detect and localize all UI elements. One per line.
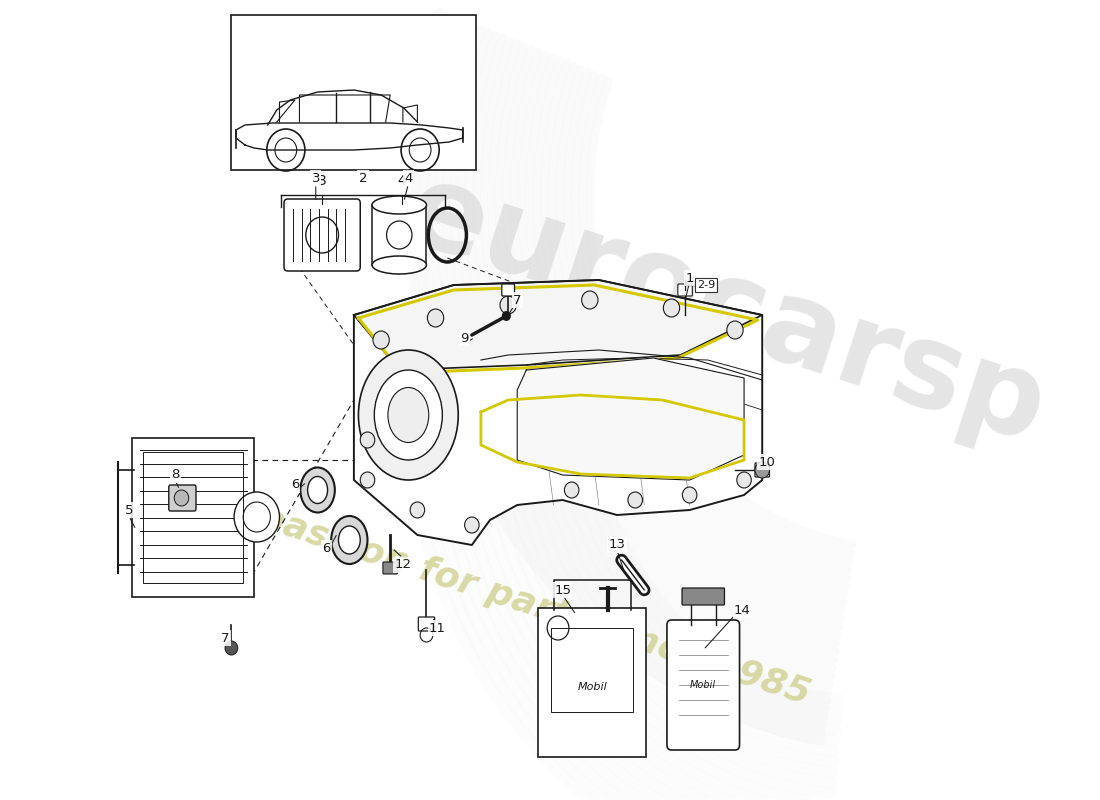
Circle shape: [226, 641, 238, 655]
Text: Mobil: Mobil: [578, 682, 607, 693]
Text: 2: 2: [359, 171, 367, 185]
Circle shape: [682, 487, 697, 503]
Ellipse shape: [372, 256, 427, 274]
Text: 4: 4: [404, 171, 412, 185]
FancyBboxPatch shape: [755, 463, 770, 477]
Text: 13: 13: [608, 538, 626, 551]
Ellipse shape: [374, 370, 442, 460]
Circle shape: [502, 311, 510, 321]
Text: 11: 11: [429, 622, 446, 634]
Polygon shape: [354, 280, 762, 545]
Circle shape: [582, 291, 598, 309]
Circle shape: [755, 462, 770, 478]
Circle shape: [373, 331, 389, 349]
Text: 2-9: 2-9: [697, 280, 715, 290]
Text: 14: 14: [734, 603, 750, 617]
Circle shape: [174, 490, 189, 506]
Circle shape: [663, 299, 680, 317]
Text: 6: 6: [322, 542, 331, 554]
Circle shape: [360, 472, 375, 488]
Ellipse shape: [331, 516, 367, 564]
Ellipse shape: [388, 387, 429, 442]
Bar: [551, 628, 634, 712]
Ellipse shape: [372, 196, 427, 214]
Text: 3: 3: [311, 171, 320, 185]
Circle shape: [464, 517, 480, 533]
FancyBboxPatch shape: [538, 608, 646, 757]
FancyBboxPatch shape: [418, 617, 434, 631]
FancyBboxPatch shape: [132, 438, 254, 597]
Text: eurocarsp: eurocarsp: [392, 153, 1060, 467]
Polygon shape: [354, 280, 762, 370]
Text: 2: 2: [359, 171, 367, 185]
Text: 12: 12: [395, 558, 411, 571]
Text: 7: 7: [513, 294, 521, 306]
Text: 4: 4: [397, 174, 406, 188]
Text: 1: 1: [685, 271, 694, 285]
Bar: [231, 15, 476, 170]
Text: a passion for parts since 1985: a passion for parts since 1985: [220, 489, 815, 711]
Text: 6: 6: [290, 478, 299, 491]
FancyBboxPatch shape: [678, 284, 692, 296]
Text: 10: 10: [758, 455, 776, 469]
FancyBboxPatch shape: [682, 588, 725, 605]
Circle shape: [737, 472, 751, 488]
FancyBboxPatch shape: [502, 284, 515, 296]
Circle shape: [410, 502, 425, 518]
FancyBboxPatch shape: [667, 620, 739, 750]
Ellipse shape: [308, 477, 328, 503]
Bar: [372, 205, 427, 265]
FancyBboxPatch shape: [383, 562, 397, 574]
FancyBboxPatch shape: [168, 485, 196, 511]
Circle shape: [564, 482, 579, 498]
Circle shape: [360, 432, 375, 448]
Circle shape: [428, 309, 443, 327]
FancyBboxPatch shape: [284, 199, 360, 271]
Ellipse shape: [300, 467, 334, 513]
Polygon shape: [517, 358, 744, 480]
Text: Mobil: Mobil: [690, 680, 716, 690]
Text: 3: 3: [318, 174, 327, 188]
Circle shape: [727, 321, 744, 339]
Bar: [143, 452, 243, 583]
Ellipse shape: [359, 350, 459, 480]
Text: 8: 8: [170, 469, 179, 482]
Circle shape: [234, 492, 279, 542]
Text: 15: 15: [554, 583, 571, 597]
Text: 9: 9: [461, 331, 469, 345]
Ellipse shape: [339, 526, 360, 554]
Text: 7: 7: [221, 631, 229, 645]
Circle shape: [500, 296, 516, 314]
Circle shape: [628, 492, 642, 508]
Text: 5: 5: [124, 503, 133, 517]
